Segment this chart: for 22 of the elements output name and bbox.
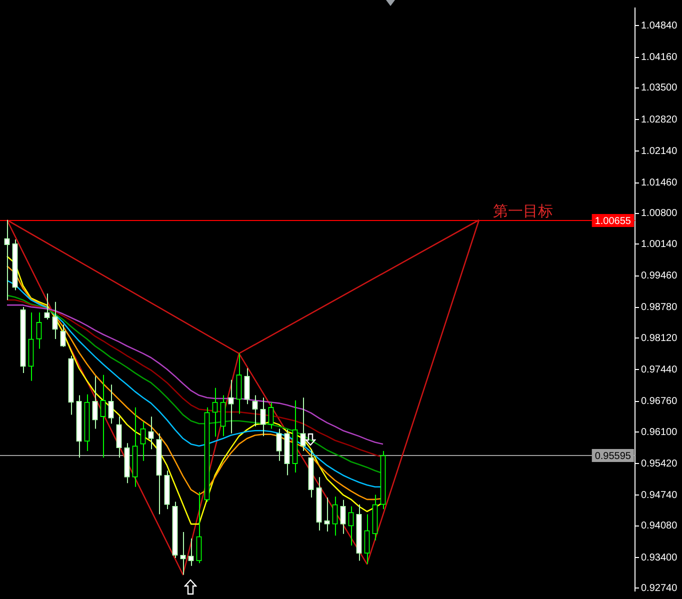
y-tick-label: 0.94080 <box>641 520 678 532</box>
y-tick-label: 1.04840 <box>641 20 678 32</box>
y-tick-label: 1.02820 <box>641 114 678 126</box>
y-tick-label: 0.98120 <box>641 332 678 344</box>
y-tick-label: 0.96760 <box>641 396 678 408</box>
annotation: 第一目标 <box>493 202 553 220</box>
y-tick-label: 0.99460 <box>641 270 678 282</box>
y-tick-label: 0.94740 <box>641 490 678 501</box>
y-tick-label: 0.97440 <box>641 364 678 376</box>
y-tick-label: 1.00800 <box>641 208 678 220</box>
ref-line-label: 1.00655 <box>594 216 632 227</box>
y-tick-label: 0.98780 <box>641 302 678 314</box>
y-tick-label: 1.01460 <box>641 178 678 189</box>
y-tick-label: 0.96100 <box>641 426 678 438</box>
y-tick-label: 1.00140 <box>641 238 678 250</box>
y-tick-label: 0.93400 <box>641 552 678 564</box>
y-tick-label: 1.04160 <box>641 52 678 64</box>
y-tick-label: 0.95420 <box>641 458 678 470</box>
y-tick-label: 1.03500 <box>641 82 678 94</box>
y-tick-label: 1.02140 <box>641 146 678 157</box>
ref-line-label: 0.95595 <box>594 450 632 462</box>
y-tick-label: 0.92740 <box>641 582 678 594</box>
